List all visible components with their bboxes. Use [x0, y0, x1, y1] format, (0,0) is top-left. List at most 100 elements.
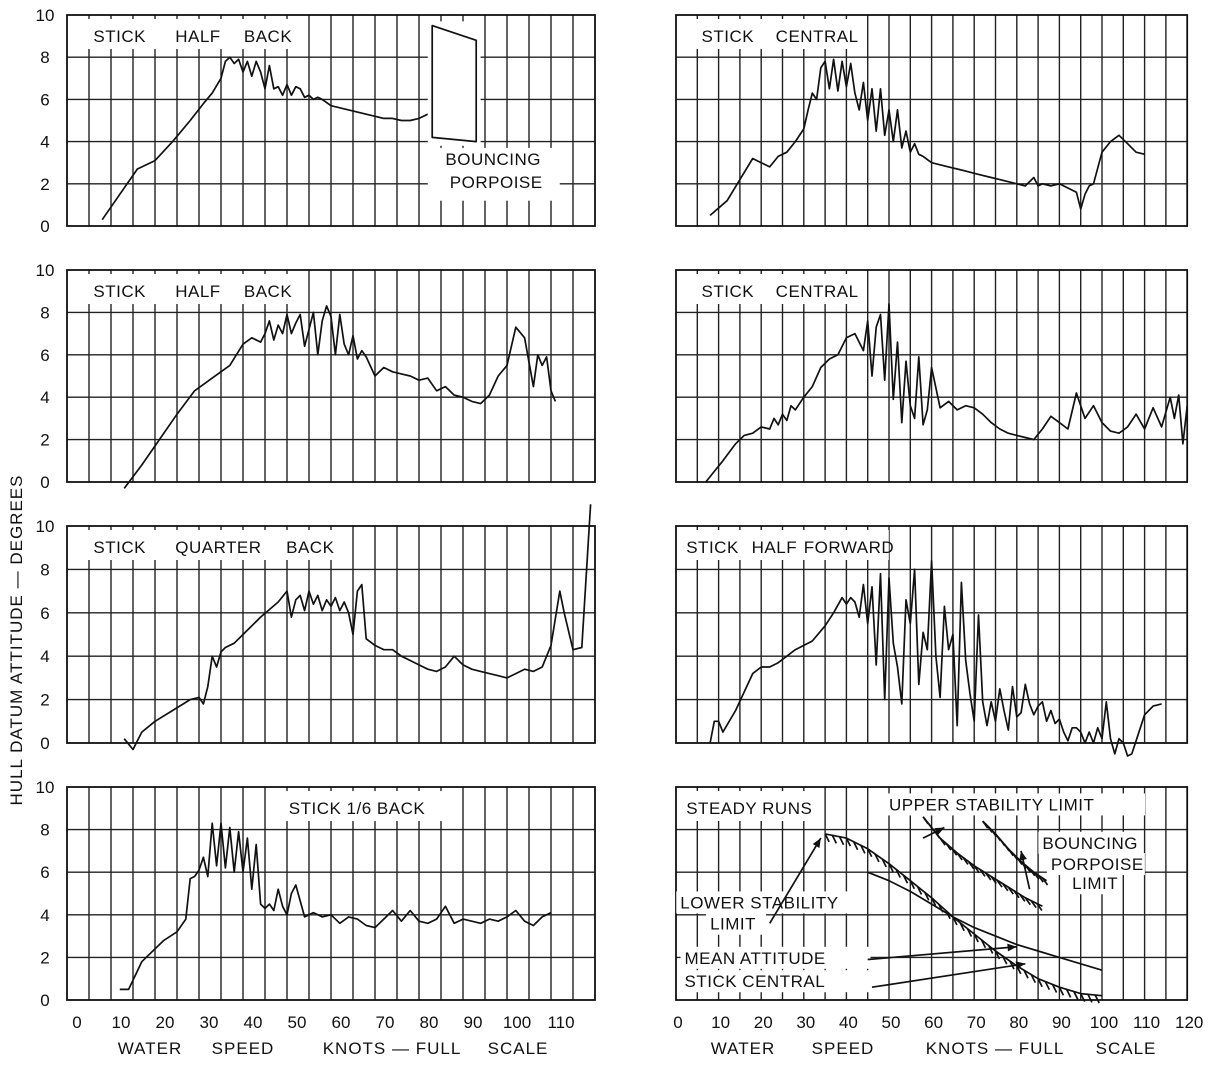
hatch-mark	[1007, 886, 1014, 895]
hatch-mark	[1041, 877, 1049, 886]
grid-7	[67, 787, 595, 1000]
title-backdrop	[87, 274, 296, 304]
hatch-mark	[1037, 978, 1043, 988]
xlabel-left-word-4: SCALE	[488, 1039, 549, 1058]
label-limit-bouncing: LIMIT	[1072, 874, 1118, 893]
hatch-mark	[990, 829, 998, 838]
title-backdrop	[680, 530, 889, 560]
label-lower-stability: LOWER STABILITY	[680, 893, 838, 912]
hatch-mark	[1002, 883, 1009, 892]
y-tick-label: 2	[40, 431, 49, 450]
y-tick-label: 0	[40, 991, 49, 1010]
series-line-3	[922, 816, 1043, 908]
x-tick-label: 100	[1090, 1013, 1118, 1032]
title-backdrop	[695, 274, 861, 304]
y-tick-label: 2	[40, 948, 49, 967]
hatch-upper-limit	[922, 816, 1043, 912]
hatch-mark	[980, 939, 987, 949]
title-backdrop	[680, 791, 816, 821]
hatch-mark	[1016, 856, 1023, 865]
hatch-mark	[1044, 981, 1051, 990]
hatch-mark	[933, 830, 941, 839]
hatch-mark	[985, 872, 992, 881]
y-tick-label: 10	[36, 6, 55, 25]
grid-2	[676, 15, 1188, 226]
x-tick-label: 60	[924, 1013, 943, 1032]
chart-panel-4: STICK CENTRAL	[675, 269, 1189, 483]
hatch-mark	[1011, 852, 1019, 861]
hatch-mark	[1024, 897, 1032, 906]
hatch-mark	[928, 823, 935, 832]
arrow-lower-stability	[768, 837, 822, 924]
title-word: STICK	[93, 27, 146, 46]
plot-frame	[675, 269, 1189, 483]
title-backdrop	[87, 530, 339, 560]
y-axis-label: HULL DATUM ATTITUDE — DEGREES	[7, 475, 26, 806]
y-tick-label: 6	[40, 863, 49, 882]
hatch-mark	[990, 875, 997, 884]
hatch-mark	[866, 848, 873, 858]
chart-panel-2: STICK CENTRAL	[675, 14, 1189, 227]
x-tick-label: 100	[503, 1013, 531, 1032]
x-tick-label: 10	[711, 1013, 730, 1032]
panel-title: STICK QUARTER BACK	[87, 530, 339, 560]
hatch-mark	[930, 897, 937, 907]
grid-5	[67, 526, 595, 743]
y-tick-label: 8	[40, 821, 49, 840]
hatch-mark	[838, 836, 845, 846]
hatch-mark	[874, 853, 880, 863]
series-line-1	[119, 822, 552, 991]
hatch-mark	[1009, 960, 1015, 970]
label-bouncing-backdrop	[1038, 831, 1133, 854]
y-tick-label: 4	[40, 388, 49, 407]
chart-panel-6: STICK HALF FORWARD	[675, 525, 1189, 757]
title-word: STICK	[93, 538, 146, 557]
series-line-1	[709, 58, 1145, 217]
hatch-mark	[951, 847, 958, 856]
hatch-mark	[1051, 984, 1058, 993]
hatch-mark	[895, 869, 902, 878]
y-tick-label: 2	[40, 175, 49, 194]
hatch-mark	[1030, 900, 1037, 909]
y-tick-label: 0	[40, 734, 49, 753]
hatch-mark	[973, 933, 979, 943]
title-word: HALF	[175, 27, 220, 46]
x-axis-label-right: WATER SPEED KNOTS — FULL SCALE	[711, 1039, 1156, 1058]
plot-frame	[66, 525, 596, 744]
x-tick-label: 50	[288, 1013, 307, 1032]
hatch-mark	[973, 865, 980, 874]
title-word: STEADY RUNS	[686, 799, 812, 818]
x-axis-label-left: WATER SPEED KNOTS — FULL SCALE	[118, 1039, 549, 1058]
hatch-mark	[860, 844, 866, 854]
hatch-mark	[1024, 864, 1032, 873]
hatch-mark	[1013, 890, 1020, 899]
series-line-1	[709, 559, 1162, 757]
label-upper-stability-limit: UPPER STABILITY LIMIT	[889, 795, 1094, 814]
arrow-mean-attitude-head	[1007, 943, 1017, 952]
hatch-mark	[852, 841, 859, 851]
x-tick-label: 30	[200, 1013, 219, 1032]
title-word: BACK	[286, 538, 334, 557]
x-ticks-left: 0 10 20 30 40 50 60 70 80 90 100 110	[72, 1013, 574, 1032]
plot-frame	[675, 525, 1189, 744]
arrow-lower-stability-head	[812, 838, 821, 849]
plot-frame	[675, 14, 1189, 227]
x-tick-label: 80	[1009, 1013, 1028, 1032]
label-upper-stability-limit-backdrop	[885, 793, 1145, 816]
xlabel-left-word-1: WATER	[118, 1039, 183, 1058]
hatch-mark	[939, 837, 946, 846]
title-word: BACK	[244, 27, 292, 46]
panel-title: STICK CENTRAL	[695, 274, 861, 304]
hatch-mark	[1001, 955, 1008, 965]
label-limit-lower: LIMIT	[710, 915, 756, 934]
label-mean-attitude: MEAN ATTITUDE	[685, 949, 826, 968]
hatch-mark	[824, 833, 830, 843]
y-tick-label: 2	[40, 691, 49, 710]
hatch-mark	[1036, 903, 1043, 912]
chart-panel-8: STEADY RUNS UPPER STABILITY LIMIT BOUNCING…	[675, 786, 1189, 1004]
chart-panel-1: 0 2 4 6 8 10 STICK HALF BACK BOUNCING PORPOISE	[36, 6, 596, 236]
y-tick-label: 4	[40, 647, 49, 666]
panel-title: STICK HALF BACK	[87, 274, 296, 304]
arrow-stick-central	[871, 962, 1026, 989]
